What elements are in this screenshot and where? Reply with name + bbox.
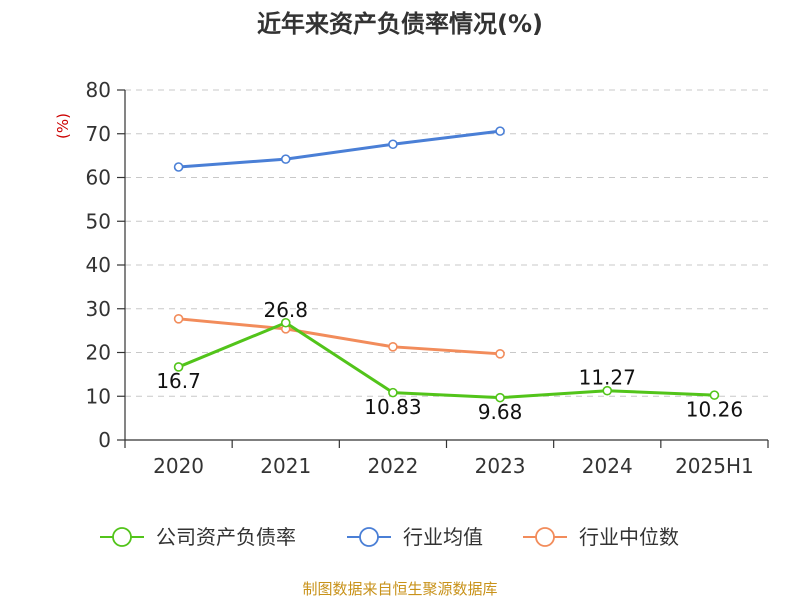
- legend-marker: [535, 527, 555, 547]
- legend-item-2: 行业中位数: [523, 525, 679, 549]
- y-tick-label: 70: [86, 122, 111, 146]
- x-tick-label: 2025H1: [675, 454, 754, 478]
- legend-label: 公司资产负债率: [156, 525, 296, 549]
- y-tick-label: 0: [98, 428, 111, 452]
- x-tick-label: 2021: [260, 454, 311, 478]
- data-label: 10.83: [364, 395, 421, 419]
- data-label: 11.27: [579, 366, 636, 390]
- y-tick-label: 60: [86, 166, 111, 190]
- legend-item-1: 行业均值: [347, 525, 483, 549]
- series-lines: [173, 126, 720, 403]
- legend-marker: [359, 527, 379, 547]
- x-tick-label: 2024: [582, 454, 633, 478]
- data-label: 10.26: [686, 397, 743, 421]
- series-point-2: [173, 314, 184, 324]
- data-label: 26.8: [263, 298, 308, 322]
- series-line-2: [178, 317, 501, 356]
- axes: 0 10 20 30 40 50 60 70 80 2020 2021 2022 2023 2024 202…: [86, 78, 769, 478]
- source-note: 制图数据来自恒生聚源数据库: [302, 580, 497, 598]
- series-point-0: [495, 392, 505, 403]
- y-tick-label: 50: [86, 209, 111, 233]
- series-point-0: [280, 317, 291, 328]
- series-point-0: [388, 387, 398, 398]
- x-tick-label: 2023: [475, 454, 526, 478]
- series-point-2: [388, 342, 398, 352]
- x-tick-label: 2022: [367, 454, 418, 478]
- series-point-0: [602, 385, 613, 396]
- legend-marker: [112, 527, 132, 547]
- series-point-1: [173, 162, 184, 172]
- y-tick-label: 30: [86, 297, 111, 321]
- data-label: 16.7: [156, 369, 201, 393]
- y-tick-label: 20: [86, 341, 111, 365]
- series-line-1: [178, 129, 501, 169]
- x-tick-label: 2020: [153, 454, 204, 478]
- y-tick-label: 40: [86, 253, 111, 277]
- chart-title: 近年来资产负债率情况(%): [257, 10, 543, 38]
- legend-label: 行业中位数: [579, 525, 679, 549]
- legend-label: 行业均值: [403, 525, 483, 549]
- legend-item-0: 公司资产负债率: [100, 525, 296, 549]
- series-line-0: [178, 321, 715, 400]
- y-tick-label: 10: [86, 384, 111, 408]
- series-point-1: [280, 154, 291, 164]
- series-point-0: [173, 362, 184, 372]
- y-tick-label: 80: [86, 78, 111, 102]
- data-labels: 16.7 26.8 10.83 9.68 11.27 10.26: [156, 298, 743, 424]
- series-point-1: [388, 139, 398, 150]
- y-axis-label: (%): [54, 113, 72, 139]
- series-point-0: [709, 390, 720, 400]
- data-label: 9.68: [478, 400, 523, 424]
- series-point-2: [495, 349, 505, 359]
- series-point-1: [495, 126, 505, 136]
- legend: 公司资产负债率 行业均值 行业中位数: [100, 525, 679, 549]
